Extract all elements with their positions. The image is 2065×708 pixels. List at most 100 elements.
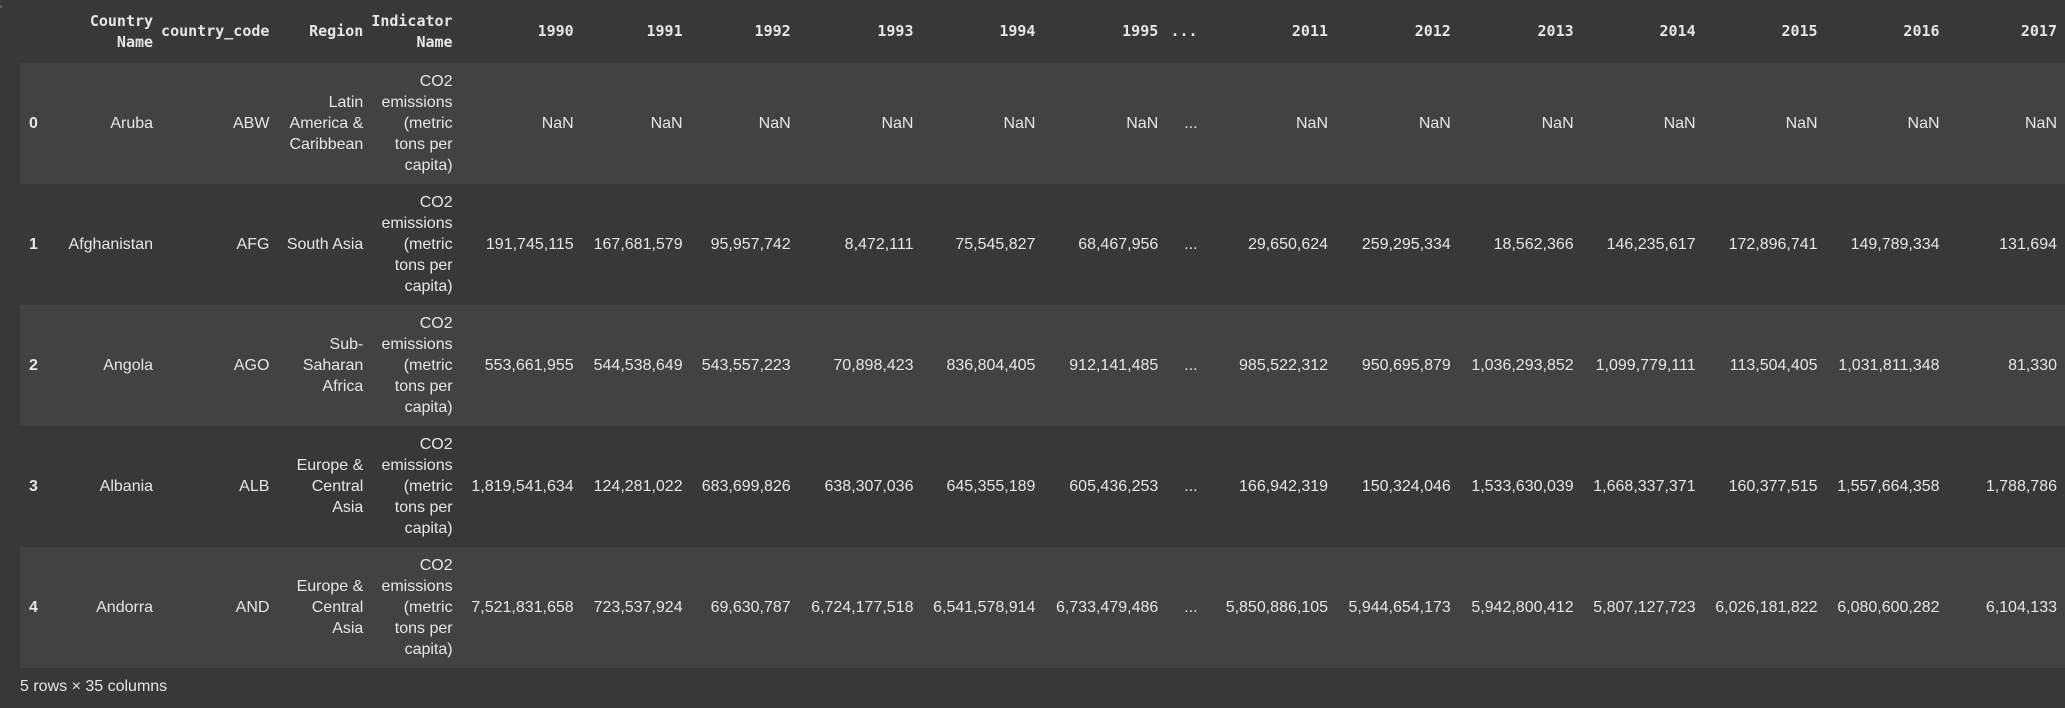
table-cell: Albania	[49, 426, 162, 547]
table-cell: NaN	[1581, 63, 1704, 184]
column-header: 1995	[1043, 0, 1167, 63]
table-cell: 5,850,886,105	[1205, 547, 1337, 668]
row-index: 3	[20, 426, 50, 547]
table-row: 4 Andorra AND Europe & Central Asia CO2 …	[20, 547, 2065, 668]
table-cell-ellipsis: ...	[1166, 547, 1206, 668]
table-cell: 1,668,337,371	[1581, 426, 1704, 547]
table-cell: NaN	[1703, 63, 1826, 184]
column-header: 1992	[690, 0, 799, 63]
table-cell: 6,104,133	[1947, 547, 2065, 668]
table-cell: 172,896,741	[1703, 184, 1826, 305]
table-cell: 166,942,319	[1205, 426, 1337, 547]
column-header: Region	[277, 0, 372, 63]
table-cell: 124,281,022	[581, 426, 691, 547]
column-header: Country Name	[49, 0, 162, 63]
table-cell: 836,804,405	[921, 305, 1044, 426]
dataframe-table: Country Name country_code Region Indicat…	[20, 0, 2065, 668]
table-row: 1 Afghanistan AFG South Asia CO2 emissio…	[20, 184, 2065, 305]
table-cell: 6,724,177,518	[798, 547, 922, 668]
table-cell: 6,541,578,914	[921, 547, 1044, 668]
table-cell: 7,521,831,658	[460, 547, 582, 668]
table-cell: Andorra	[49, 547, 162, 668]
table-cell: NaN	[1825, 63, 1948, 184]
table-cell: 191,745,115	[460, 184, 582, 305]
table-row: 3 Albania ALB Europe & Central Asia CO2 …	[20, 426, 2065, 547]
table-cell: 5,942,800,412	[1458, 547, 1582, 668]
table-cell: 1,036,293,852	[1458, 305, 1582, 426]
column-header: country_code	[161, 0, 278, 63]
table-cell: 912,141,485	[1043, 305, 1167, 426]
table-row: 2 Angola AGO Sub-Saharan Africa CO2 emis…	[20, 305, 2065, 426]
table-cell: AND	[161, 547, 278, 668]
table-cell: 543,557,223	[690, 305, 799, 426]
table-cell: CO2 emissions (metric tons per capita)	[371, 184, 461, 305]
table-cell: NaN	[581, 63, 691, 184]
row-index: 2	[20, 305, 50, 426]
column-header: 1993	[798, 0, 922, 63]
table-cell: 29,650,624	[1205, 184, 1337, 305]
table-cell: NaN	[1336, 63, 1459, 184]
header-row: Country Name country_code Region Indicat…	[20, 0, 2065, 63]
table-cell: 6,026,181,822	[1703, 547, 1826, 668]
table-cell: NaN	[460, 63, 582, 184]
table-cell: 1,099,779,111	[1581, 305, 1704, 426]
table-cell: Europe & Central Asia	[277, 547, 372, 668]
table-cell: 683,699,826	[690, 426, 799, 547]
table-cell: ALB	[161, 426, 278, 547]
table-cell: 70,898,423	[798, 305, 922, 426]
table-cell: ABW	[161, 63, 278, 184]
table-cell: 1,819,541,634	[460, 426, 582, 547]
table-cell: 638,307,036	[798, 426, 922, 547]
table-cell: 81,330	[1947, 305, 2065, 426]
table-cell: 18,562,366	[1458, 184, 1582, 305]
table-cell: 68,467,956	[1043, 184, 1167, 305]
table-cell: 8,472,111	[798, 184, 922, 305]
table-cell: NaN	[798, 63, 922, 184]
table-cell: AFG	[161, 184, 278, 305]
column-header: 2011	[1205, 0, 1337, 63]
table-cell: Aruba	[49, 63, 162, 184]
table-cell: 167,681,579	[581, 184, 691, 305]
table-cell: 160,377,515	[1703, 426, 1826, 547]
table-cell: 149,789,334	[1825, 184, 1948, 305]
table-cell: NaN	[1043, 63, 1167, 184]
table-cell: South Asia	[277, 184, 372, 305]
table-cell: 150,324,046	[1336, 426, 1459, 547]
column-header: 2012	[1336, 0, 1459, 63]
table-cell: 69,630,787	[690, 547, 799, 668]
row-index: 1	[20, 184, 50, 305]
table-cell: 131,694	[1947, 184, 2065, 305]
dataframe-scroll-container[interactable]: Country Name country_code Region Indicat…	[20, 0, 2065, 668]
table-cell: 605,436,253	[1043, 426, 1167, 547]
column-header: 2014	[1581, 0, 1704, 63]
column-header: 2017	[1947, 0, 2065, 63]
table-cell: NaN	[690, 63, 799, 184]
table-cell: Afghanistan	[49, 184, 162, 305]
table-cell: 259,295,334	[1336, 184, 1459, 305]
table-cell: 723,537,924	[581, 547, 691, 668]
table-cell: 146,235,617	[1581, 184, 1704, 305]
table-cell: 1,788,786	[1947, 426, 2065, 547]
column-header: 1994	[921, 0, 1044, 63]
table-cell: Latin America & Caribbean	[277, 63, 372, 184]
column-header: 2016	[1825, 0, 1948, 63]
table-cell: NaN	[921, 63, 1044, 184]
table-cell: 645,355,189	[921, 426, 1044, 547]
table-cell-ellipsis: ...	[1166, 305, 1206, 426]
table-cell-ellipsis: ...	[1166, 426, 1206, 547]
table-cell: 950,695,879	[1336, 305, 1459, 426]
table-cell: 6,080,600,282	[1825, 547, 1948, 668]
table-cell: NaN	[1458, 63, 1582, 184]
table-cell: 6,733,479,486	[1043, 547, 1167, 668]
row-index: 4	[20, 547, 50, 668]
table-cell: CO2 emissions (metric tons per capita)	[371, 305, 461, 426]
table-cell: CO2 emissions (metric tons per capita)	[371, 63, 461, 184]
table-cell: Sub-Saharan Africa	[277, 305, 372, 426]
table-cell: 5,807,127,723	[1581, 547, 1704, 668]
table-cell: Europe & Central Asia	[277, 426, 372, 547]
output-gutter-mark: '	[0, 4, 3, 16]
table-cell: 1,557,664,358	[1825, 426, 1948, 547]
table-cell: 75,545,827	[921, 184, 1044, 305]
table-cell-ellipsis: ...	[1166, 184, 1206, 305]
